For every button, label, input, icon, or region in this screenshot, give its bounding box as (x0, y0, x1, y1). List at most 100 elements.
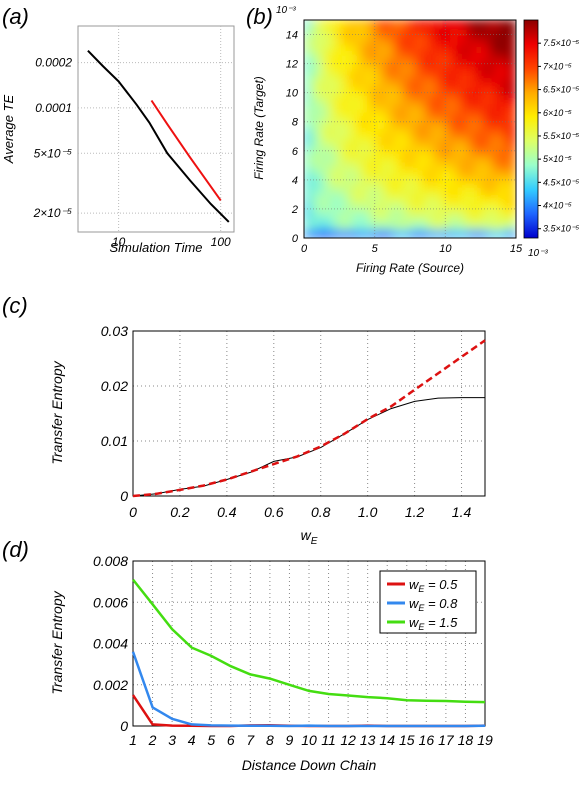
heatmap-cell (417, 27, 427, 38)
heatmap-cell (433, 78, 444, 88)
chart-d-xtick-3: 4 (188, 732, 196, 748)
heatmap-cell (482, 128, 493, 138)
heatmap-cell (311, 229, 321, 238)
heatmap-cell (482, 229, 493, 238)
heatmap-cell (336, 20, 346, 29)
heatmap-cell (327, 103, 338, 113)
heatmap-cell (433, 120, 444, 130)
heatmap-cell (425, 78, 435, 88)
heatmap-cell (327, 145, 338, 155)
chart-b-ytick-6: 12 (286, 59, 298, 71)
heatmap-cell (442, 153, 452, 164)
heatmap-cell (311, 27, 321, 38)
colorbar-tick-5: 6×10⁻⁵ (543, 108, 572, 118)
heatmap-cell (425, 170, 435, 180)
heatmap-cell (442, 111, 452, 122)
heatmap-cell (466, 162, 476, 172)
heatmap-cell (442, 20, 452, 29)
heatmap-cell (344, 203, 354, 214)
chart-c-xtick-3: 0.6 (264, 504, 284, 520)
heatmap-cell (425, 187, 435, 197)
chart-b-y-multiplier: 10⁻³ (276, 5, 296, 16)
chart-b-ytick-1: 2 (291, 204, 298, 216)
heatmap-cell (319, 212, 329, 222)
heatmap-cell (458, 195, 468, 205)
heatmap-cell (327, 220, 338, 231)
heatmap-cell (401, 128, 411, 138)
heatmap-cell (458, 178, 468, 189)
heatmap-cell (376, 153, 387, 164)
heatmap-cell (491, 195, 501, 205)
heatmap-cell (311, 128, 321, 138)
heatmap-cell (304, 128, 313, 138)
heatmap-cell (433, 94, 444, 105)
heatmap-cell (458, 120, 468, 130)
heatmap-cell (319, 69, 329, 80)
chart-b-x-multiplier: 10⁻³ (528, 248, 548, 259)
heatmap-cell (385, 178, 395, 189)
heatmap-cell (433, 44, 444, 55)
heatmap-cell (311, 170, 321, 180)
heatmap-cell (376, 220, 387, 231)
heatmap-cell (474, 120, 484, 130)
heatmap-cell (466, 220, 476, 231)
chart-a-xlabel: Simulation Time (109, 240, 202, 255)
chart-c-xlabel: wE (301, 527, 318, 547)
heatmap-cell (507, 36, 516, 46)
heatmap-cell (458, 20, 468, 29)
heatmap-cell (417, 153, 427, 164)
heatmap-cell (376, 111, 387, 122)
heatmap-cell (352, 220, 362, 231)
chart-d-ytick-3: 0.006 (93, 594, 128, 610)
heatmap-cell (385, 170, 395, 180)
heatmap-cell (401, 78, 411, 88)
chart-d-xtick-6: 7 (246, 732, 255, 748)
heatmap-cell (425, 27, 435, 38)
heatmap-cell (409, 103, 419, 113)
heatmap-cell (466, 178, 476, 189)
heatmap-cell (304, 61, 313, 71)
heatmap-cell (466, 212, 476, 222)
chart-d-xtick-4: 5 (207, 732, 215, 748)
heatmap-cell (409, 78, 419, 88)
heatmap-cell (409, 128, 419, 138)
heatmap-cell (311, 69, 321, 80)
heatmap-cell (368, 69, 378, 80)
heatmap-cell (442, 44, 452, 55)
heatmap-cell (499, 69, 509, 80)
heatmap-cell (385, 44, 395, 55)
heatmap-cell (458, 78, 468, 88)
heatmap-cell (417, 220, 427, 231)
heatmap-cell (319, 53, 329, 63)
heatmap-cell (442, 69, 452, 80)
heatmap-cell (507, 136, 516, 147)
heatmap-cell (311, 78, 321, 88)
heatmap-cell (304, 136, 313, 147)
heatmap-cell (491, 128, 501, 138)
heatmap-cell (376, 86, 387, 96)
heatmap-cell (417, 178, 427, 189)
heatmap-cell (401, 145, 411, 155)
chart-d-xtick-7: 8 (266, 732, 274, 748)
heatmap-cell (376, 78, 387, 88)
heatmap-cell (344, 53, 354, 63)
legend-label-1: wE = 0.8 (409, 596, 458, 613)
heatmap-cell (319, 36, 329, 46)
heatmap-cell (417, 94, 427, 105)
heatmap-cell (327, 203, 338, 214)
heatmap-cell (393, 187, 403, 197)
heatmap-cell (425, 69, 435, 80)
heatmap-cell (393, 111, 403, 122)
heatmap-cell (393, 36, 403, 46)
heatmap-cell (507, 103, 516, 113)
chart-d-xlabel: Distance Down Chain (242, 757, 377, 773)
heatmap-cell (466, 78, 476, 88)
heatmap-cell (344, 128, 354, 138)
heatmap-cell (442, 195, 452, 205)
heatmap-cell (319, 170, 329, 180)
heatmap-cell (385, 212, 395, 222)
heatmap-cell (482, 187, 493, 197)
heatmap-cell (482, 111, 493, 122)
heatmap-cell (393, 145, 403, 155)
heatmap-cell (474, 187, 484, 197)
